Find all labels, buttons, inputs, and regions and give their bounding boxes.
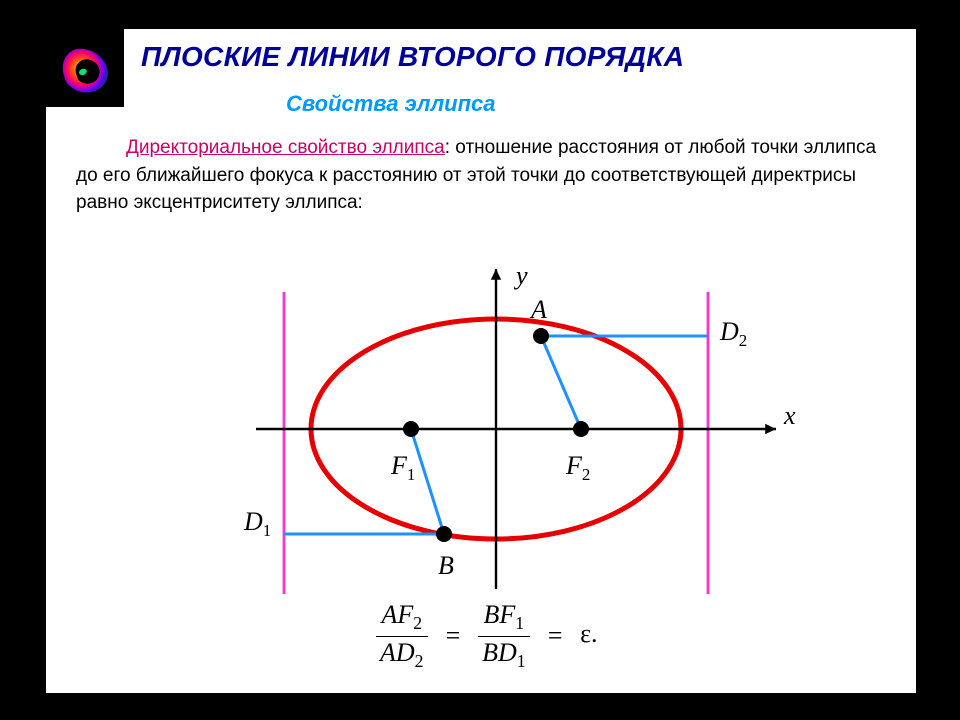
svg-text:D2: D2 xyxy=(719,317,747,350)
svg-text:A: A xyxy=(529,295,547,324)
svg-text:B: B xyxy=(438,551,454,580)
svg-text:F2: F2 xyxy=(565,451,590,484)
eccentricity: ε. xyxy=(580,619,597,648)
svg-text:x: x xyxy=(783,401,796,430)
ellipse-diagram: x y F1 F2 A B D1 D2 xyxy=(186,234,826,594)
eq-2: = xyxy=(536,621,574,651)
svg-text:y: y xyxy=(513,261,528,290)
svg-text:F1: F1 xyxy=(390,451,415,484)
eq-1: = xyxy=(434,621,472,651)
slide-icon xyxy=(46,29,124,107)
frac-1: AF2 AD2 xyxy=(376,601,428,671)
formula: AF2 AD2 = BF1 BD1 = ε. xyxy=(376,601,598,671)
slide-subtitle: Свойства эллипса xyxy=(286,91,496,117)
frac-2: BF1 BD1 xyxy=(478,601,530,671)
slide: ПЛОСКИЕ ЛИНИИ ВТОРОГО ПОРЯДКА Свойства э… xyxy=(45,28,917,694)
lead-phrase: Директориальное свойство эллипса xyxy=(126,137,445,158)
svg-text:D1: D1 xyxy=(243,507,271,540)
slide-body: Директориальное свойство эллипса: отноше… xyxy=(76,134,891,217)
slide-title: ПЛОСКИЕ ЛИНИИ ВТОРОГО ПОРЯДКА xyxy=(141,41,684,73)
